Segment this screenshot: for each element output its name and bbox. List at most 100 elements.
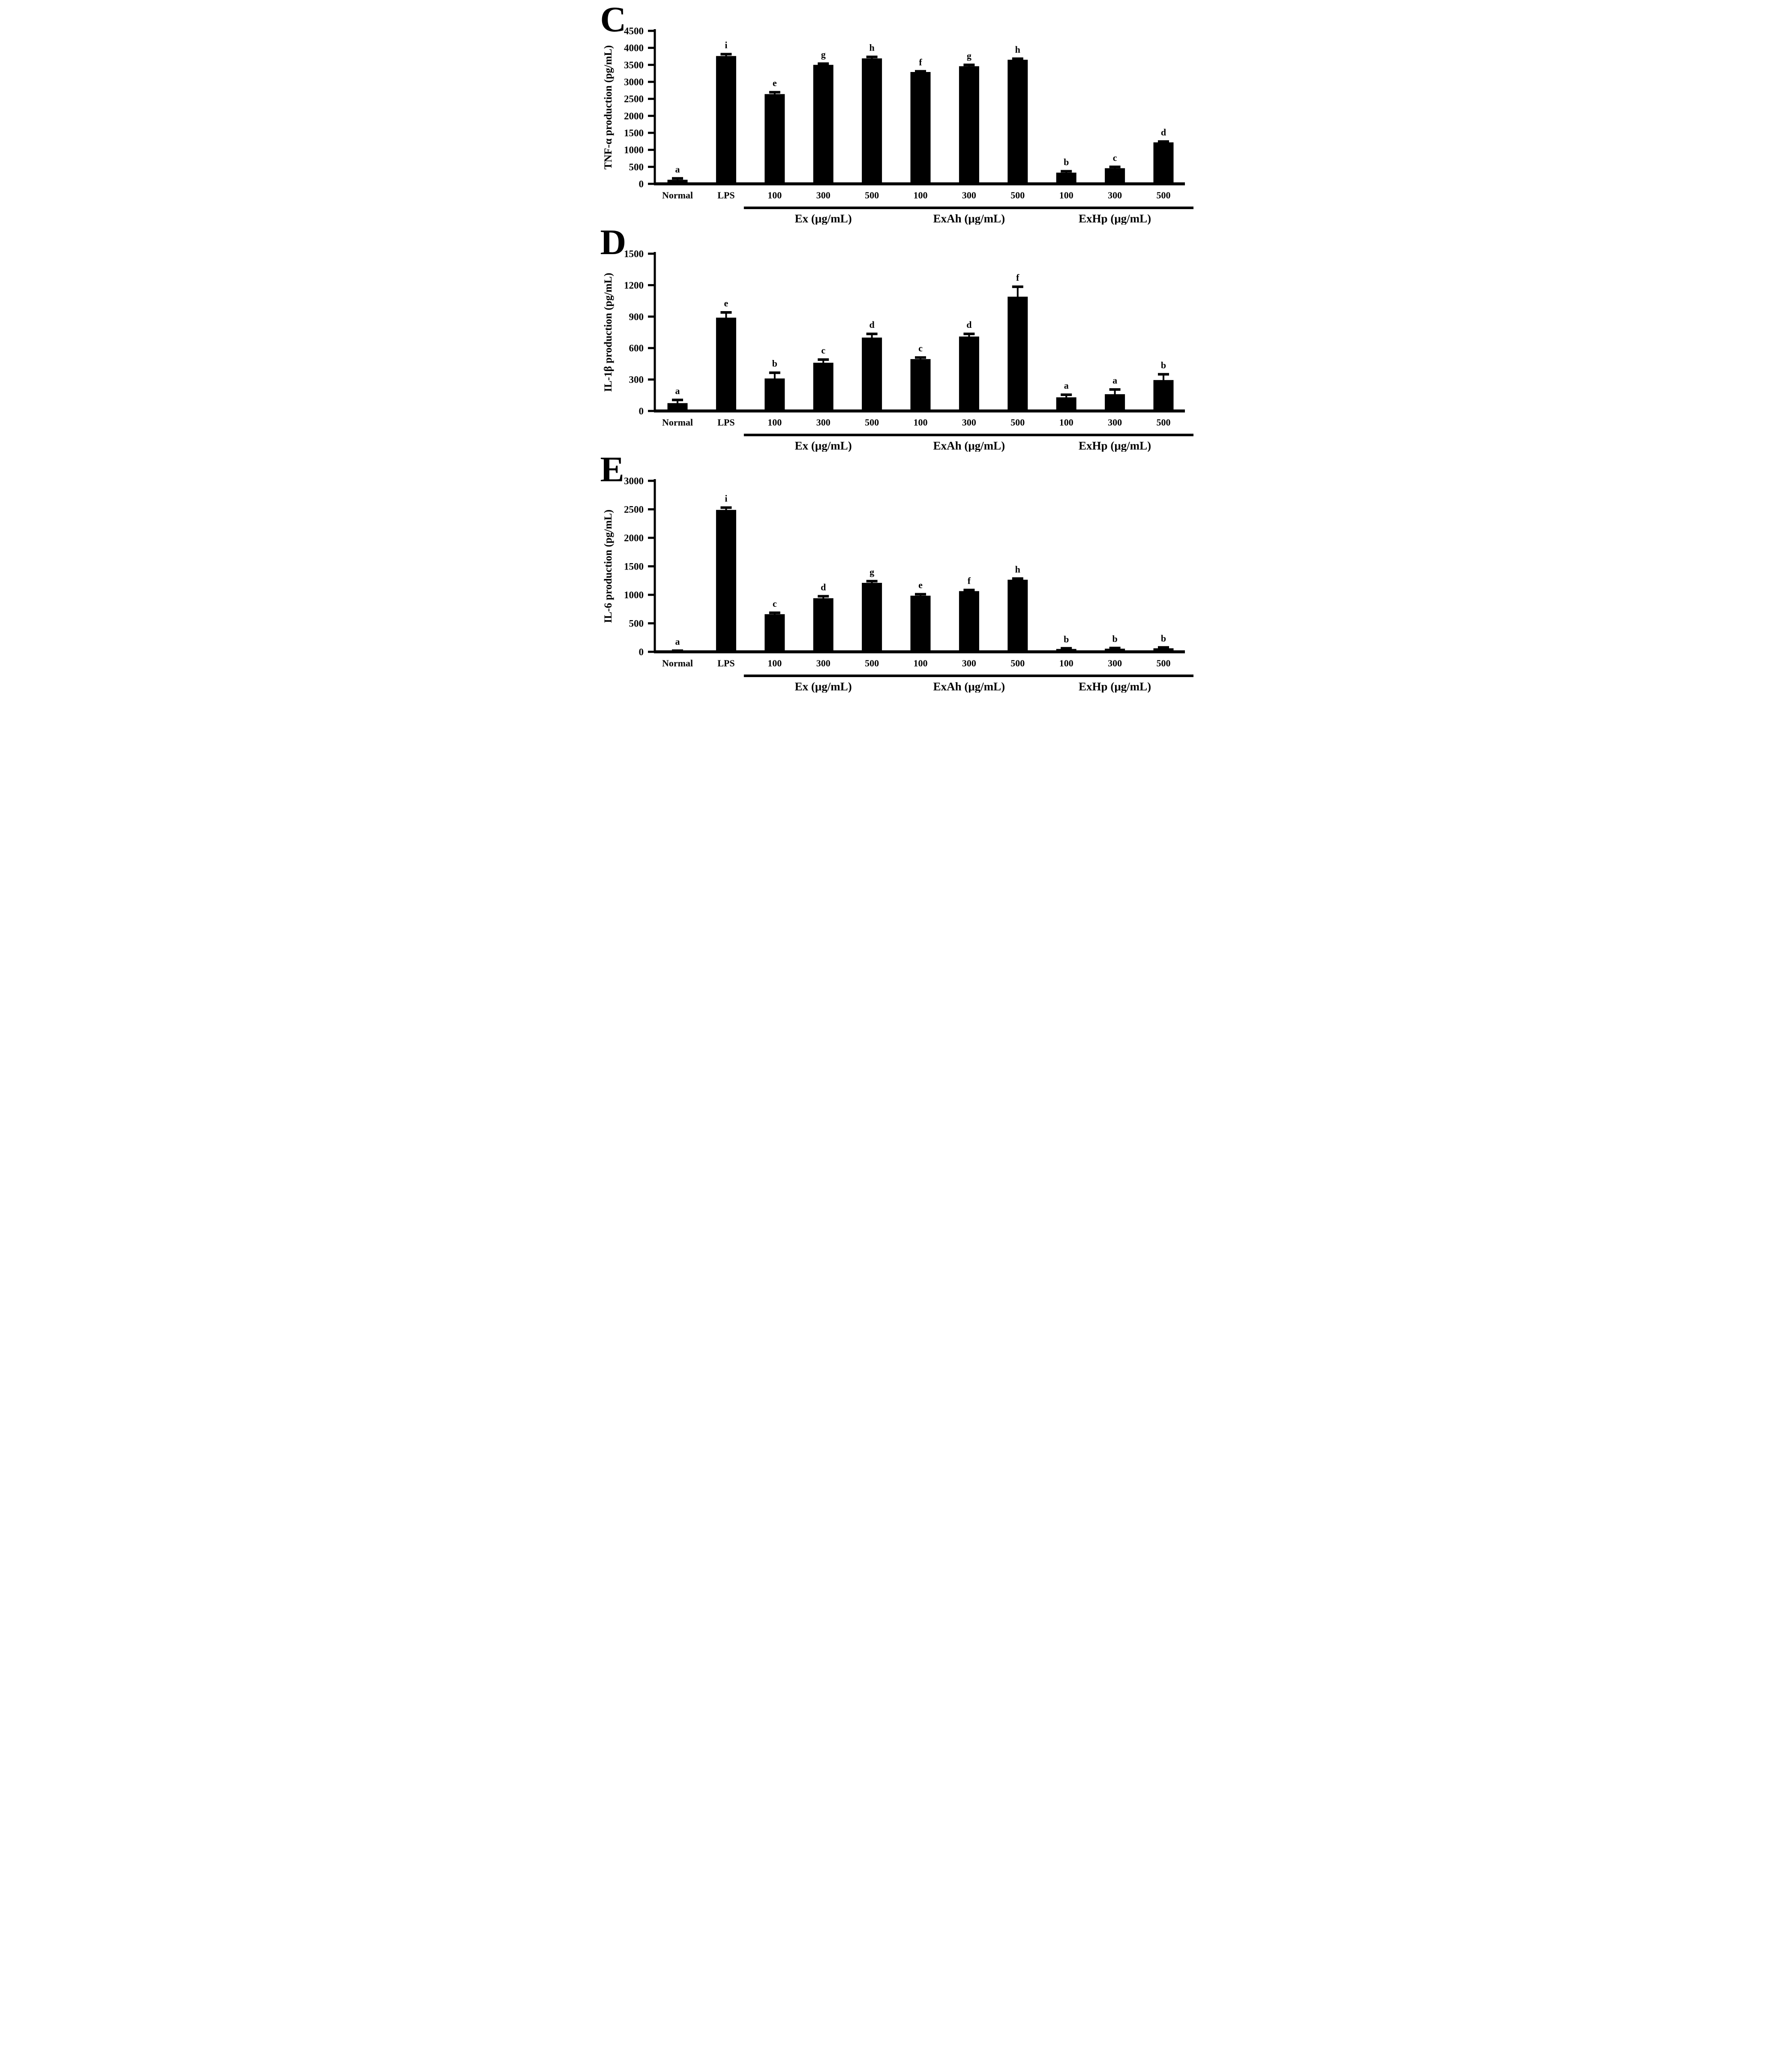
- bar-normal: [667, 180, 687, 184]
- bar-lps: [716, 318, 736, 411]
- sig-letter: i: [725, 39, 727, 50]
- x-category-label: 300: [962, 417, 976, 428]
- sig-letter: c: [772, 598, 777, 609]
- group-label: ExHp (μg/mL): [1079, 212, 1151, 225]
- sig-letter: a: [1064, 380, 1068, 391]
- y-tick-label: 1500: [624, 128, 644, 138]
- y-tick-label: 300: [629, 375, 644, 385]
- panel-c-letter: C: [600, 0, 627, 39]
- sig-letter: c: [918, 343, 923, 354]
- y-tick-label: 0: [639, 647, 644, 657]
- bar-100: [910, 359, 930, 411]
- sig-letter: f: [967, 576, 971, 586]
- panel-d-letter: D: [600, 222, 627, 262]
- bar-500: [1007, 579, 1028, 652]
- bar-300: [813, 65, 834, 184]
- x-category-label: 300: [816, 658, 830, 669]
- x-category-label: 100: [913, 658, 927, 669]
- y-axis-title: IL-1β production (pg/mL): [603, 273, 614, 392]
- x-category-label: 300: [816, 190, 830, 201]
- x-category-label: 300: [1108, 658, 1122, 669]
- y-tick-label: 3000: [624, 476, 644, 486]
- panel-c-chart: 0 500 1000 1500 2000 2500 3000 3500 4000 4500 TNF-…: [603, 26, 1193, 225]
- y-tick-label: 4000: [624, 43, 644, 54]
- x-category-label: 300: [816, 417, 830, 428]
- bar-100: [764, 378, 785, 411]
- bar-300: [813, 598, 834, 652]
- bar-500: [1153, 142, 1173, 184]
- y-tick-label: 1000: [624, 590, 644, 600]
- x-category-label: 500: [1156, 417, 1170, 428]
- bar-lps: [716, 56, 736, 184]
- x-category-label: LPS: [717, 658, 735, 669]
- x-category-label: LPS: [717, 417, 735, 428]
- sig-letter: d: [869, 319, 874, 330]
- bar-100: [764, 94, 785, 184]
- sig-letter: d: [966, 319, 971, 330]
- sig-letter: b: [1064, 157, 1069, 168]
- bar-500: [861, 58, 882, 184]
- y-tick-label: 2000: [624, 111, 644, 121]
- sig-letter: g: [821, 49, 825, 60]
- panel-d-chart: 0 300 600 900 1200 1500 IL-1β production (pg/m…: [603, 249, 1193, 452]
- sig-letter: h: [869, 42, 874, 53]
- panel-e-chart: 0 500 1000 1500 2000 2500 3000 IL-6 production …: [603, 476, 1193, 693]
- x-category-label: 100: [768, 417, 782, 428]
- panel-e-letter: E: [600, 450, 624, 489]
- panel-d: D 0 300 600 900 1200 1500 IL-1β production (pg…: [597, 225, 1193, 452]
- sig-letter: b: [1160, 633, 1166, 644]
- y-tick-label: 1000: [624, 145, 644, 156]
- group-label: Ex (μg/mL): [795, 439, 852, 452]
- bar-300: [1104, 168, 1125, 184]
- bar-300: [1104, 394, 1125, 411]
- y-tick-label: 1500: [624, 249, 644, 259]
- sig-letter: d: [821, 582, 826, 592]
- y-tick-label: 4500: [624, 26, 644, 36]
- y-tick-label: 500: [629, 162, 644, 172]
- x-category-label: 100: [768, 658, 782, 669]
- y-tick-label: 3000: [624, 77, 644, 87]
- sig-letter: d: [1160, 127, 1166, 138]
- x-category-label: 100: [768, 190, 782, 201]
- sig-letter: h: [1015, 44, 1020, 55]
- x-category-label: Normal: [662, 658, 693, 669]
- x-category-label: 500: [865, 417, 879, 428]
- group-label: ExHp (μg/mL): [1079, 439, 1151, 452]
- x-category-label: 500: [1156, 190, 1170, 201]
- y-tick-label: 0: [639, 179, 644, 189]
- x-category-label: Normal: [662, 417, 693, 428]
- sig-letter: a: [1112, 375, 1117, 386]
- bar-lps: [716, 510, 736, 652]
- sig-letter: b: [1064, 634, 1069, 645]
- x-category-label: 100: [1059, 417, 1073, 428]
- sig-letter: g: [870, 567, 874, 577]
- x-category-label: 300: [1108, 417, 1122, 428]
- sig-letter: e: [772, 78, 777, 88]
- y-tick-label: 500: [629, 618, 644, 629]
- x-category-label: 500: [1010, 417, 1025, 428]
- y-tick-label: 3500: [624, 60, 644, 70]
- y-tick-label: 2500: [624, 504, 644, 515]
- bar-300: [959, 591, 979, 652]
- y-axis-title: IL-6 production (pg/mL): [603, 510, 614, 623]
- bar-100: [1056, 397, 1076, 411]
- sig-letter: e: [724, 298, 728, 309]
- bar-100: [1056, 172, 1076, 184]
- bar-300: [959, 336, 979, 411]
- y-tick-label: 1500: [624, 561, 644, 572]
- y-tick-label: 2000: [624, 533, 644, 543]
- x-category-label: 500: [1156, 658, 1170, 669]
- sig-letter: e: [918, 580, 923, 591]
- x-category-label: 500: [865, 658, 879, 669]
- group-label: ExAh (μg/mL): [933, 439, 1005, 452]
- sig-letter: c: [1112, 152, 1117, 163]
- bar-500: [1007, 60, 1028, 184]
- panel-c: C 0 500 1000 1500 2000 2500 3000 3500 4000 4500 TN…: [597, 2, 1193, 225]
- y-tick-label: 0: [639, 406, 644, 417]
- sig-letter: b: [772, 358, 777, 369]
- sig-letter: a: [675, 636, 680, 647]
- x-category-label: 300: [962, 658, 976, 669]
- bar-100: [764, 614, 785, 652]
- sig-letter: i: [725, 493, 727, 504]
- bar-500: [1007, 297, 1028, 411]
